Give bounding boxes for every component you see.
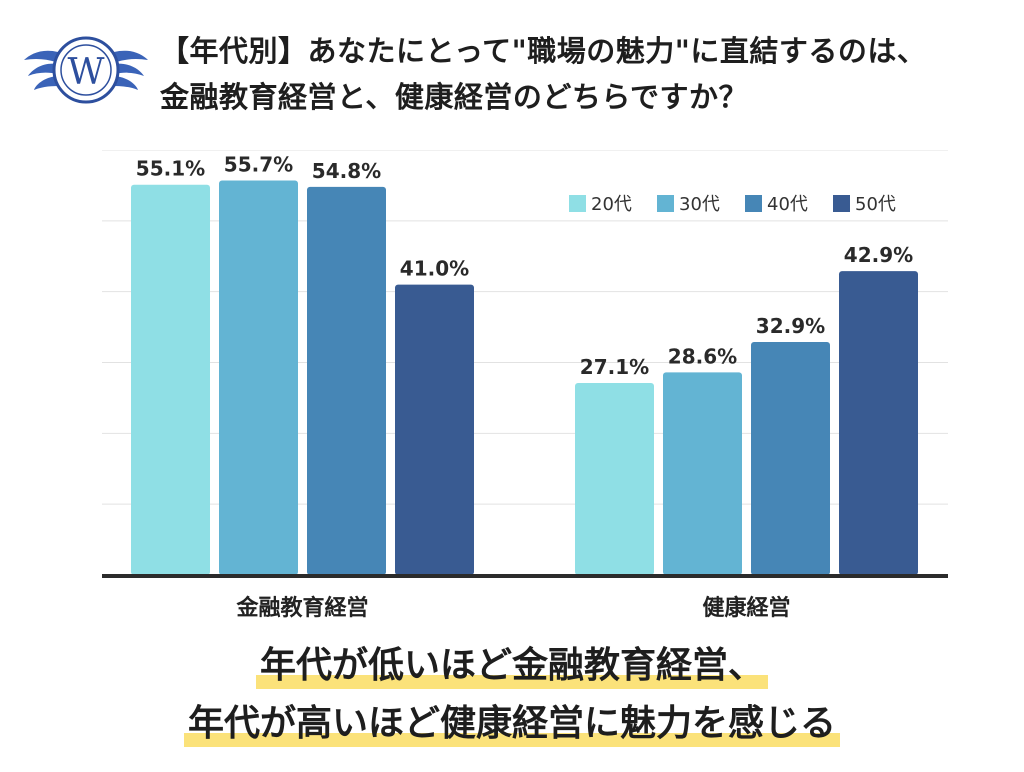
- data-label: 28.6%: [668, 344, 737, 368]
- bar-50代-金融教育経営: [395, 284, 474, 575]
- bar-20代-金融教育経営: [131, 184, 210, 576]
- bar-40代-健康経営: [751, 341, 830, 575]
- bar-40代-金融教育経営: [307, 186, 386, 576]
- legend-swatch: [569, 195, 586, 212]
- legend-label: 20代: [591, 194, 632, 215]
- brand-logo: W: [24, 36, 148, 104]
- data-label: 55.1%: [136, 157, 205, 181]
- data-label: 32.9%: [756, 314, 825, 338]
- legend-swatch: [657, 195, 674, 212]
- chart-title: 【年代別】あなたにとって"職場の魅力"に直結するのは、 金融教育経営と、健康経営…: [160, 28, 1010, 120]
- x-tick-label: 健康経営: [702, 595, 790, 621]
- bar-30代-金融教育経営: [219, 180, 298, 576]
- conclusion: 年代が低いほど金融教育経営、 年代が高いほど健康経営に魅力を感じる: [0, 640, 1024, 756]
- bar-20代-健康経営: [575, 383, 654, 575]
- data-label: 54.8%: [312, 159, 381, 183]
- title-line-1: 【年代別】あなたにとって"職場の魅力"に直結するのは、: [160, 34, 927, 68]
- logo-letter: W: [67, 52, 104, 93]
- data-label: 27.1%: [580, 355, 649, 379]
- bar-chart: 55.1% 55.7% 54.8% 41.0% 金融教育経営 27.1% 28.6% 32.9…: [102, 150, 948, 621]
- legend-swatch: [833, 195, 850, 212]
- legend-label: 50代: [855, 194, 896, 215]
- legend-swatch: [745, 195, 762, 212]
- bar-50代-健康経営: [839, 271, 918, 575]
- data-label: 41.0%: [400, 257, 469, 281]
- legend-label: 40代: [767, 194, 808, 215]
- title-line-2: 金融教育経営と、健康経営のどちらですか？: [160, 80, 748, 114]
- x-tick-label: 金融教育経営: [235, 595, 368, 621]
- bar-30代-健康経営: [663, 372, 742, 575]
- data-label: 55.7%: [224, 152, 293, 176]
- data-label: 42.9%: [844, 243, 913, 267]
- legend-label: 30代: [679, 194, 720, 215]
- conclusion-line-1: 年代が低いほど金融教育経営、: [255, 640, 769, 692]
- conclusion-line-2: 年代が高いほど健康経営に魅力を感じる: [183, 698, 841, 750]
